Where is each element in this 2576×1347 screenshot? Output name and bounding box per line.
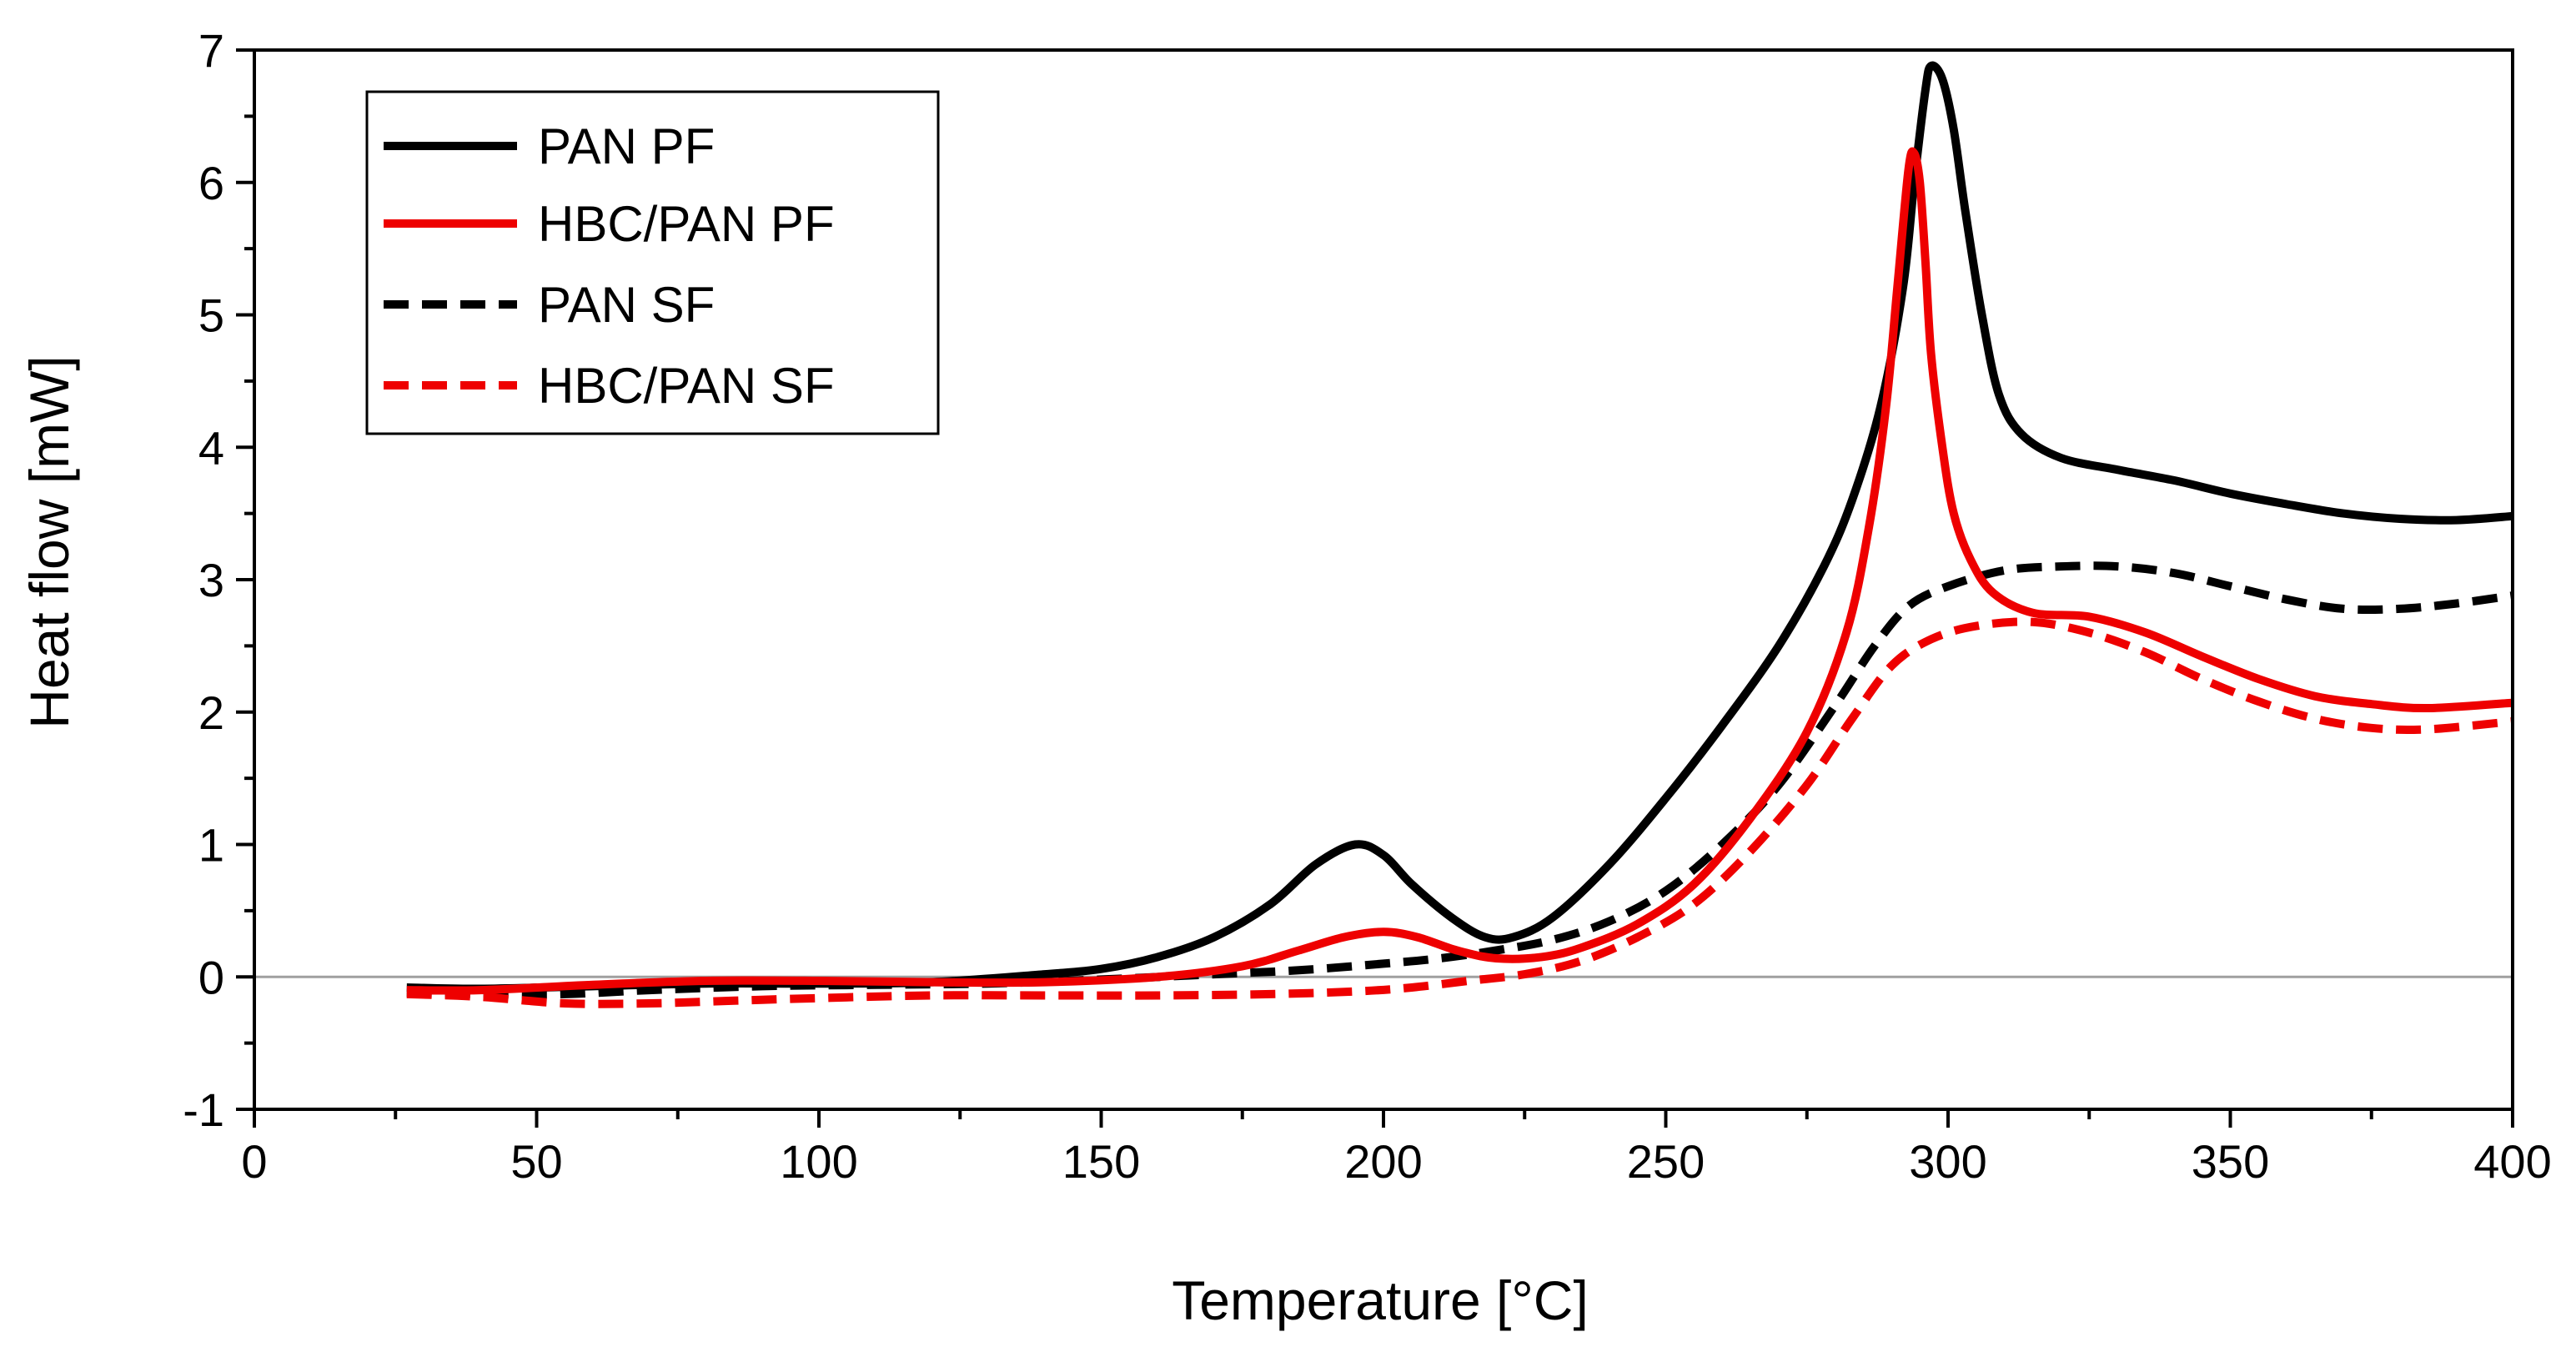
legend-entry-pan-pf: PAN PF: [384, 118, 715, 174]
x-tick-label: 300: [1909, 1135, 1986, 1188]
y-tick-label: 0: [198, 951, 224, 1003]
y-tick-label: 2: [198, 686, 224, 739]
legend-label-hbc-pan-pf: HBC/PAN PF: [538, 196, 835, 252]
x-tick-label: 100: [780, 1135, 857, 1188]
series-line-pan-pf: [406, 61, 2513, 993]
legend-label-hbc-pan-sf: HBC/PAN SF: [538, 358, 835, 414]
ticks-layer: 0 50 100 150 200 250 300 350 400 -1 0 1 2 3 4 5 6 7: [183, 24, 2552, 1188]
x-tick-label: 150: [1062, 1135, 1140, 1188]
x-tick-label: 350: [2192, 1135, 2269, 1188]
x-tick-label: 250: [1627, 1135, 1705, 1188]
legend-label-pan-pf: PAN PF: [538, 118, 715, 174]
y-tick-label: 6: [198, 157, 224, 209]
y-tick-label: -1: [183, 1083, 224, 1136]
legend-label-pan-sf: PAN SF: [538, 277, 715, 333]
legend-entry-hbc-pan-pf: HBC/PAN PF: [384, 196, 835, 252]
y-tick-label: 1: [198, 819, 224, 872]
y-tick-label: 4: [198, 421, 224, 474]
legend: PAN PF HBC/PAN PF PAN SF HBC/PAN SF: [365, 90, 940, 435]
x-axis-title: Temperature [°C]: [1172, 1269, 1589, 1331]
legend-entry-pan-sf: PAN SF: [384, 277, 715, 333]
legend-entry-hbc-pan-sf: HBC/PAN SF: [384, 358, 835, 414]
y-tick-label: 5: [198, 289, 224, 342]
y-axis-title: Heat flow [mW]: [18, 355, 80, 728]
series-line-hbc-pan-sf: [406, 617, 2513, 1008]
y-tick-label: 3: [198, 554, 224, 606]
series-line-hbc-pan-pf: [406, 147, 2513, 995]
x-tick-label: 0: [241, 1135, 267, 1188]
x-tick-label: 400: [2473, 1135, 2551, 1188]
x-tick-label: 50: [510, 1135, 562, 1188]
series-line-pan-sf: [406, 561, 2513, 999]
y-tick-label: 7: [198, 24, 224, 77]
x-tick-label: 200: [1344, 1135, 1422, 1188]
series-layer: [406, 61, 2513, 1008]
